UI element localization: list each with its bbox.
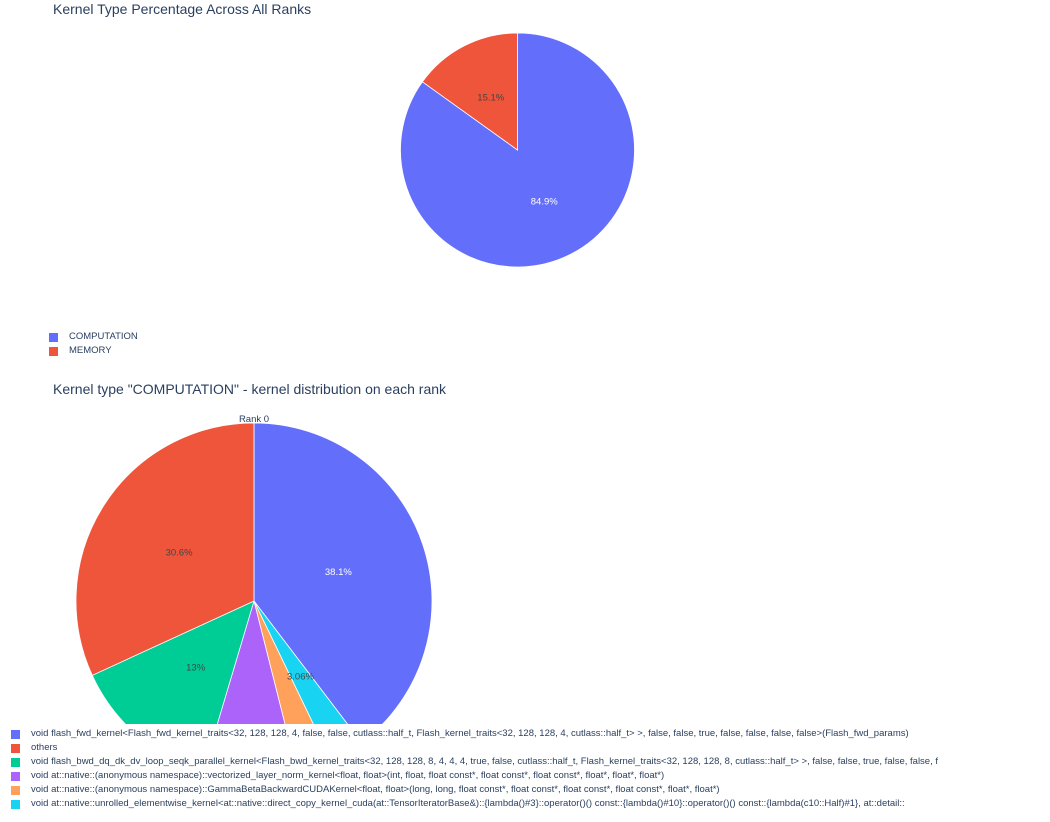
legend-2-item[interactable]: void at::native::(anonymous namespace)::… (11, 783, 1041, 797)
pie-2-slice-4[interactable] (253, 600, 331, 774)
pie-2: 38.1% 3.06% 13% 30.6% (75, 422, 433, 779)
legend-label: void at::native::(anonymous namespace)::… (31, 784, 720, 795)
legend-2-item[interactable]: void at::native::unrolled_elementwise_ke… (11, 797, 1041, 811)
legend-2: void flash_fwd_kernel<Flash_fwd_kernel_t… (11, 727, 1041, 811)
pie-2-label-1: 30.6% (166, 547, 193, 558)
legend-swatch (11, 743, 20, 753)
pie-2-slice-1[interactable] (75, 422, 255, 676)
legend-label: void flash_bwd_dq_dk_dv_loop_seqk_parall… (31, 756, 939, 767)
legend-label: MEMORY (69, 345, 112, 356)
legend-2-item[interactable]: void at::native::(anonymous namespace)::… (11, 769, 1041, 783)
chart-title-1: Kernel Type Percentage Across All Ranks (53, 1, 312, 17)
legend-1-item[interactable]: MEMORY (49, 344, 138, 358)
subplot-title-rank: Rank 0 (239, 414, 269, 425)
legend-2-item[interactable]: void flash_bwd_dq_dk_dv_loop_seqk_parall… (11, 755, 1041, 769)
pie-2-label-0: 38.1% (325, 567, 352, 578)
legend-swatch (11, 757, 20, 767)
legend-swatch (49, 346, 58, 356)
legend-2-item[interactable]: void flash_fwd_kernel<Flash_fwd_kernel_t… (11, 727, 1041, 741)
legend-label: others (31, 742, 58, 753)
pie-2-label-2: 13% (186, 663, 206, 674)
pie-1-label-1: 15.1% (477, 92, 504, 103)
legend-label: void at::native::(anonymous namespace)::… (31, 770, 665, 781)
pie-1: 84.9% 15.1% (400, 32, 635, 268)
chart-title-2: Kernel type "COMPUTATION" - kernel distr… (53, 381, 447, 397)
legend-label: COMPUTATION (69, 331, 138, 342)
legend-swatch (49, 332, 58, 342)
legend-swatch (11, 799, 20, 809)
pie-2-slice-3[interactable] (203, 599, 297, 779)
legend-1: COMPUTATION MEMORY (49, 330, 138, 358)
legend-swatch (11, 729, 20, 739)
legend-2-item[interactable]: others (11, 741, 1041, 755)
pie-2-slice-5[interactable] (253, 600, 362, 761)
pie-1-slice-1[interactable] (421, 32, 518, 151)
legend-swatch (11, 771, 20, 781)
pie-2-slice-0[interactable] (253, 422, 433, 743)
pie-2-label-5: 3.06% (287, 671, 314, 682)
pie-2-slice-2[interactable] (91, 600, 255, 772)
legend-swatch (11, 785, 20, 795)
legend-1-item[interactable]: COMPUTATION (49, 330, 138, 344)
legend-label: void flash_fwd_kernel<Flash_fwd_kernel_t… (31, 728, 909, 739)
pie-1-label-0: 84.9% (531, 197, 558, 208)
legend-label: void at::native::unrolled_elementwise_ke… (31, 798, 905, 809)
